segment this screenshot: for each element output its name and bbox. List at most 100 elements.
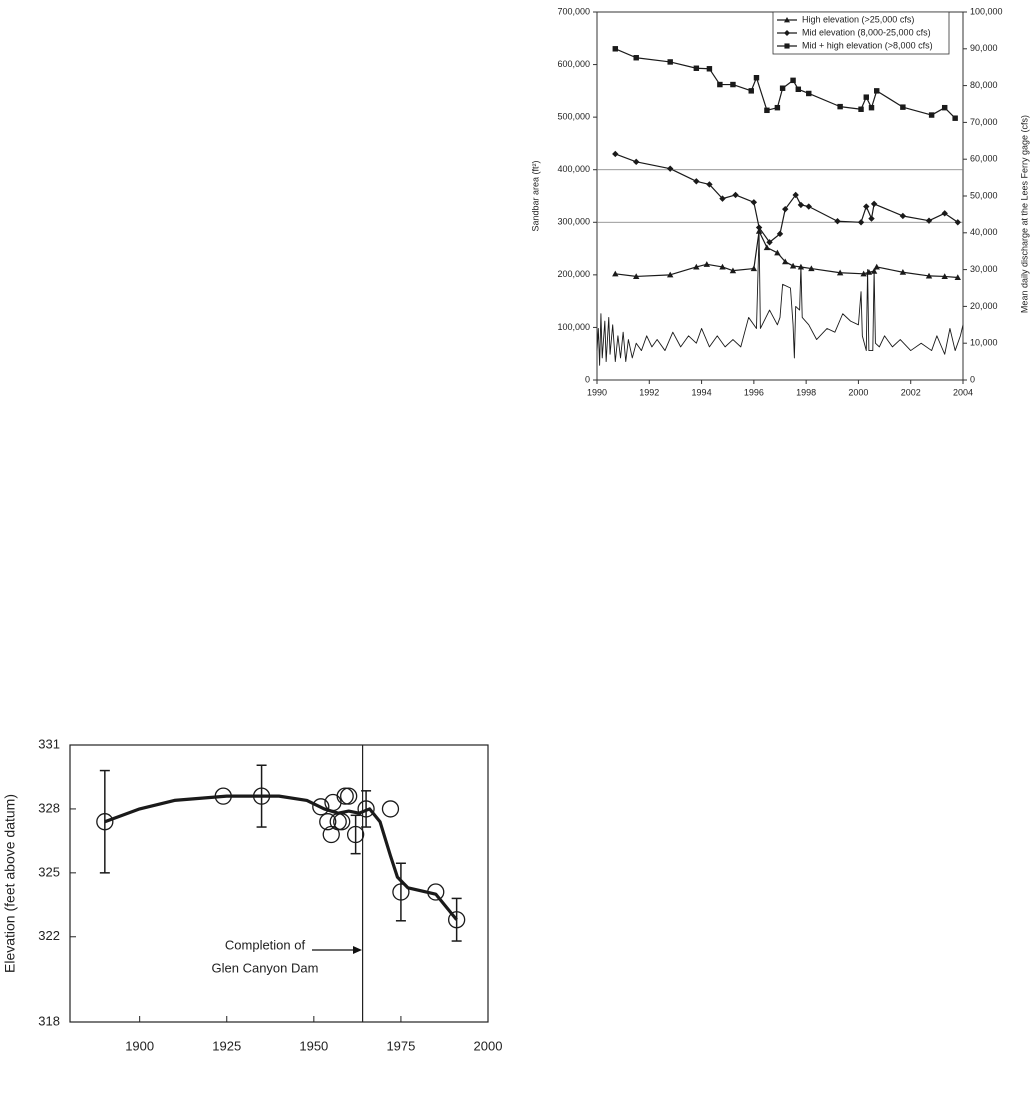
y2-axis-label: Mean daily discharge at the Lees Ferry g… (1019, 115, 1029, 313)
x-tick-label: 1992 (639, 387, 659, 397)
marker (776, 230, 784, 238)
marker (706, 181, 713, 188)
marker (792, 191, 799, 199)
marker (789, 262, 797, 269)
y2-tick-label: 100,000 (970, 6, 1003, 16)
plot-frame (596, 11, 964, 381)
x-tick-label: 1996 (744, 387, 764, 397)
marker (693, 178, 700, 185)
elevation-chart: Completion of Glen Canyon Dam 1900 1925 19… (2, 736, 503, 1053)
marker (96, 813, 114, 831)
marker (868, 104, 875, 111)
marker (784, 17, 790, 23)
marker (795, 86, 802, 92)
marker (753, 74, 760, 81)
marker (808, 265, 815, 272)
marker (779, 85, 786, 91)
y2-tick-label: 50,000 (970, 190, 998, 200)
y-tick-label: 200,000 (557, 269, 590, 279)
marker (954, 219, 961, 226)
x-tick-label: 1975 (386, 1038, 415, 1053)
y-tick-label: 331 (38, 736, 60, 751)
marker (858, 106, 864, 112)
y2-tick-label: 70,000 (970, 117, 998, 127)
y-tick-label: 300,000 (557, 217, 590, 227)
series-line (615, 153, 959, 243)
marker (357, 800, 375, 818)
marker (381, 800, 400, 818)
x-tick-label: 1925 (212, 1038, 241, 1053)
marker (868, 215, 875, 222)
marker (857, 219, 865, 226)
marker (719, 195, 726, 202)
error-bar (451, 897, 462, 942)
marker (693, 263, 700, 270)
marker (790, 77, 796, 84)
marker (719, 263, 726, 270)
legend-box (772, 11, 950, 55)
marker (774, 249, 781, 256)
series-line (596, 232, 964, 366)
error-bar (350, 814, 361, 855)
marker (329, 813, 347, 831)
marker (863, 203, 870, 210)
marker (612, 46, 619, 52)
marker (925, 272, 933, 279)
marker (925, 217, 933, 224)
marker (633, 158, 640, 166)
marker (899, 212, 907, 220)
marker (346, 825, 365, 844)
x-tick-label: 1990 (587, 387, 607, 397)
x-tick-label: 2004 (953, 387, 973, 397)
marker (764, 107, 770, 114)
marker (782, 258, 789, 265)
marker (873, 263, 880, 270)
marker (667, 271, 674, 278)
legend-label: Mid + high elevation (>8,000 cfs) (802, 40, 933, 50)
y-tick-label: 325 (38, 864, 60, 879)
marker (954, 274, 961, 281)
marker (774, 104, 781, 111)
legend-label: High elevation (>25,000 cfs) (802, 14, 914, 24)
marker (748, 88, 754, 94)
marker (870, 200, 878, 208)
marker (633, 273, 640, 279)
marker (633, 55, 639, 61)
marker (766, 239, 773, 246)
marker (732, 191, 739, 199)
y2-tick-label: 80,000 (970, 80, 998, 90)
y-tick-label: 500,000 (557, 112, 590, 122)
marker (703, 261, 710, 267)
marker (447, 911, 466, 929)
marker (952, 115, 958, 121)
plot-frame (69, 744, 489, 1023)
y-tick-label: 0 (585, 374, 590, 384)
marker (784, 43, 790, 49)
y2-tick-label: 40,000 (970, 227, 998, 237)
marker (941, 104, 948, 111)
marker (717, 81, 723, 88)
marker (667, 165, 674, 172)
x-tick-label: 1950 (299, 1038, 328, 1053)
marker (900, 104, 906, 110)
marker (928, 112, 935, 118)
y2-tick-label: 10,000 (970, 338, 998, 348)
y-tick-label: 600,000 (557, 59, 590, 69)
marker (312, 798, 330, 816)
x-tick-label: 1994 (692, 387, 712, 397)
marker (763, 244, 771, 251)
x-tick-label: 2000 (474, 1038, 503, 1053)
y2-tick-label: 20,000 (970, 301, 998, 311)
marker (750, 199, 758, 206)
marker (863, 94, 869, 100)
marker (899, 269, 907, 275)
marker (860, 270, 867, 277)
marker (392, 883, 410, 901)
marker (805, 203, 812, 210)
marker (319, 813, 337, 831)
legend-label: Mid elevation (8,000-25,000 cfs) (802, 27, 931, 37)
y-tick-label: 322 (38, 928, 60, 943)
marker (612, 150, 619, 158)
